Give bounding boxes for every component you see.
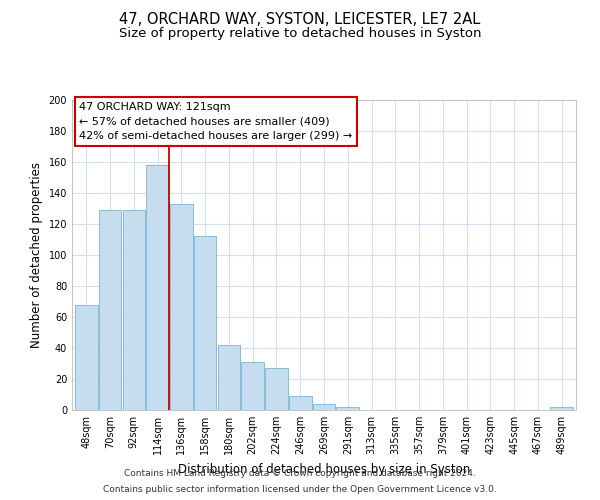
Bar — [99, 210, 121, 410]
Bar — [75, 304, 98, 410]
Bar — [146, 165, 169, 410]
Bar — [122, 210, 145, 410]
Text: 47 ORCHARD WAY: 121sqm
← 57% of detached houses are smaller (409)
42% of semi-de: 47 ORCHARD WAY: 121sqm ← 57% of detached… — [79, 102, 352, 141]
X-axis label: Distribution of detached houses by size in Syston: Distribution of detached houses by size … — [178, 462, 470, 475]
Bar — [194, 236, 217, 410]
Text: Contains HM Land Registry data © Crown copyright and database right 2024.: Contains HM Land Registry data © Crown c… — [124, 468, 476, 477]
Bar — [550, 407, 573, 410]
Bar — [289, 396, 311, 410]
Bar — [265, 368, 288, 410]
Bar — [313, 404, 335, 410]
Bar — [218, 345, 240, 410]
Text: Size of property relative to detached houses in Syston: Size of property relative to detached ho… — [119, 28, 481, 40]
Y-axis label: Number of detached properties: Number of detached properties — [30, 162, 43, 348]
Text: Contains public sector information licensed under the Open Government Licence v3: Contains public sector information licen… — [103, 485, 497, 494]
Bar — [337, 407, 359, 410]
Text: 47, ORCHARD WAY, SYSTON, LEICESTER, LE7 2AL: 47, ORCHARD WAY, SYSTON, LEICESTER, LE7 … — [119, 12, 481, 28]
Bar — [241, 362, 264, 410]
Bar — [170, 204, 193, 410]
